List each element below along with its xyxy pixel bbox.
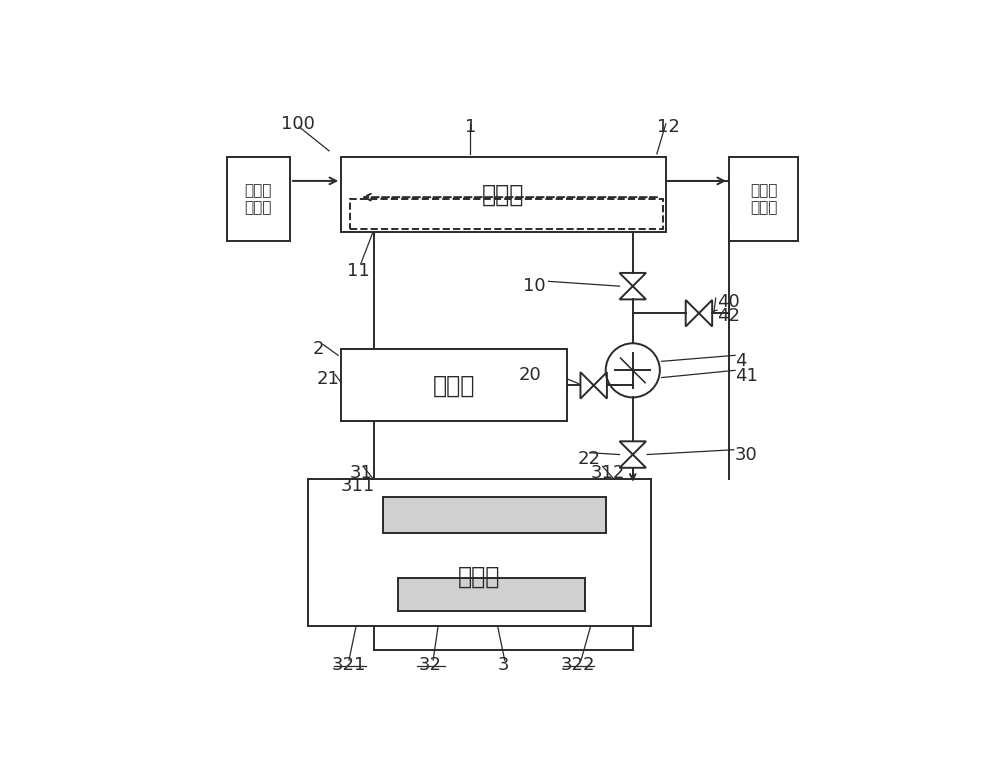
Text: 20: 20 [519, 366, 541, 383]
Text: 321: 321 [332, 656, 366, 674]
Text: 换热器: 换热器 [482, 183, 525, 206]
Text: 42: 42 [717, 307, 740, 325]
FancyBboxPatch shape [227, 157, 290, 241]
Text: 312: 312 [591, 464, 625, 482]
FancyBboxPatch shape [350, 199, 663, 229]
Text: 发动机
排气管: 发动机 排气管 [245, 183, 272, 215]
Text: 12: 12 [657, 118, 680, 136]
Text: 311: 311 [341, 476, 375, 495]
Text: 发动机
排气管: 发动机 排气管 [750, 183, 777, 215]
Text: 30: 30 [735, 445, 758, 463]
Text: 21: 21 [317, 370, 340, 388]
Text: 22: 22 [577, 450, 600, 468]
Text: 11: 11 [347, 262, 370, 280]
FancyBboxPatch shape [398, 578, 585, 611]
Text: 40: 40 [717, 294, 740, 312]
FancyBboxPatch shape [729, 157, 798, 241]
Text: 31: 31 [350, 464, 373, 482]
Text: 3: 3 [498, 656, 509, 674]
FancyBboxPatch shape [341, 349, 567, 422]
FancyBboxPatch shape [308, 479, 651, 626]
Text: 1: 1 [465, 118, 476, 136]
Text: 蓄热器: 蓄热器 [458, 565, 501, 588]
Text: 100: 100 [281, 115, 315, 133]
FancyBboxPatch shape [341, 157, 666, 232]
Text: 32: 32 [419, 656, 442, 674]
Text: 41: 41 [735, 367, 758, 385]
Text: 4: 4 [735, 352, 747, 370]
Text: 散热器: 散热器 [433, 373, 475, 398]
Text: 10: 10 [523, 277, 546, 295]
FancyBboxPatch shape [383, 497, 606, 533]
Text: 2: 2 [313, 341, 324, 358]
Text: 322: 322 [560, 656, 595, 674]
